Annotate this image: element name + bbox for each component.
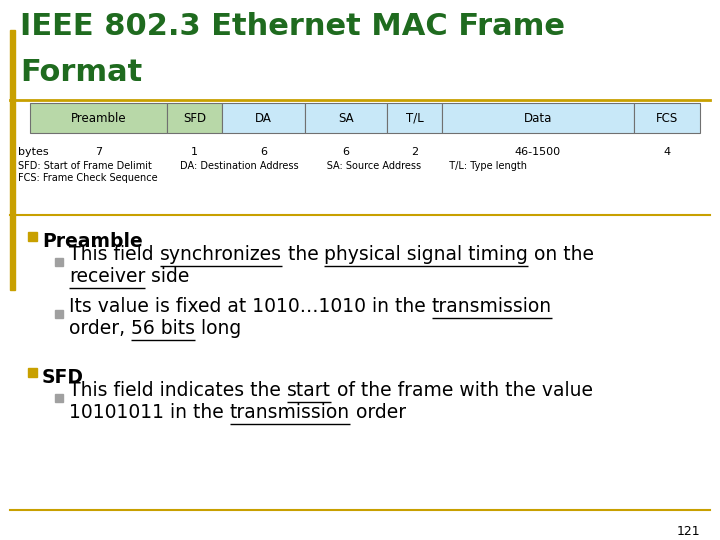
Text: 2: 2 — [411, 147, 418, 157]
Text: Data: Data — [524, 111, 552, 125]
Bar — [305, 103, 387, 133]
Text: 1: 1 — [192, 147, 198, 157]
Text: 4: 4 — [664, 147, 670, 157]
Text: 7: 7 — [95, 147, 102, 157]
Text: FCS: FCS — [656, 111, 678, 125]
Text: 56 bits: 56 bits — [131, 319, 195, 338]
Text: the: the — [282, 245, 325, 264]
Text: physical signal timing: physical signal timing — [325, 245, 528, 264]
Text: Format: Format — [20, 58, 143, 87]
Text: Preamble: Preamble — [42, 232, 143, 251]
Text: IEEE 802.3 Ethernet MAC Frame: IEEE 802.3 Ethernet MAC Frame — [20, 12, 565, 41]
Text: Its value is fixed at 1010…1010 in the: Its value is fixed at 1010…1010 in the — [69, 297, 432, 316]
Text: 6: 6 — [342, 147, 349, 157]
Text: long: long — [195, 319, 241, 338]
Bar — [167, 103, 222, 133]
Text: T/L: T/L — [405, 111, 423, 125]
Text: This field: This field — [69, 245, 160, 264]
Bar — [55, 310, 63, 318]
Text: This field indicates the: This field indicates the — [69, 381, 287, 400]
Bar — [222, 103, 305, 133]
Text: of the frame with the value: of the frame with the value — [331, 381, 593, 400]
Text: order: order — [350, 403, 406, 422]
Text: side: side — [145, 267, 190, 286]
Text: Preamble: Preamble — [71, 111, 127, 125]
Text: SFD: Start of Frame Delimit         DA: Destination Address         SA: Source A: SFD: Start of Frame Delimit DA: Destinat… — [18, 161, 527, 171]
Bar — [10, 30, 15, 290]
Text: SFD: SFD — [42, 368, 84, 387]
Bar — [30, 103, 167, 133]
Bar — [634, 103, 700, 133]
Text: FCS: Frame Check Sequence: FCS: Frame Check Sequence — [18, 173, 158, 183]
Text: 121: 121 — [676, 525, 700, 538]
Text: transmission: transmission — [432, 297, 552, 316]
Text: SA: SA — [338, 111, 354, 125]
Text: bytes: bytes — [18, 147, 49, 157]
Text: transmission: transmission — [230, 403, 350, 422]
Text: synchronizes: synchronizes — [160, 245, 282, 264]
Text: start: start — [287, 381, 331, 400]
Text: SFD: SFD — [183, 111, 207, 125]
Text: receiver: receiver — [69, 267, 145, 286]
Bar — [28, 232, 37, 241]
Text: order,: order, — [69, 319, 131, 338]
Bar — [55, 258, 63, 266]
Text: 6: 6 — [260, 147, 267, 157]
Bar — [28, 368, 37, 377]
Text: DA: DA — [255, 111, 272, 125]
Text: on the: on the — [528, 245, 594, 264]
Bar — [442, 103, 634, 133]
Bar — [387, 103, 442, 133]
Bar — [55, 394, 63, 402]
Text: 46-1500: 46-1500 — [515, 147, 561, 157]
Text: 10101011 in the: 10101011 in the — [69, 403, 230, 422]
